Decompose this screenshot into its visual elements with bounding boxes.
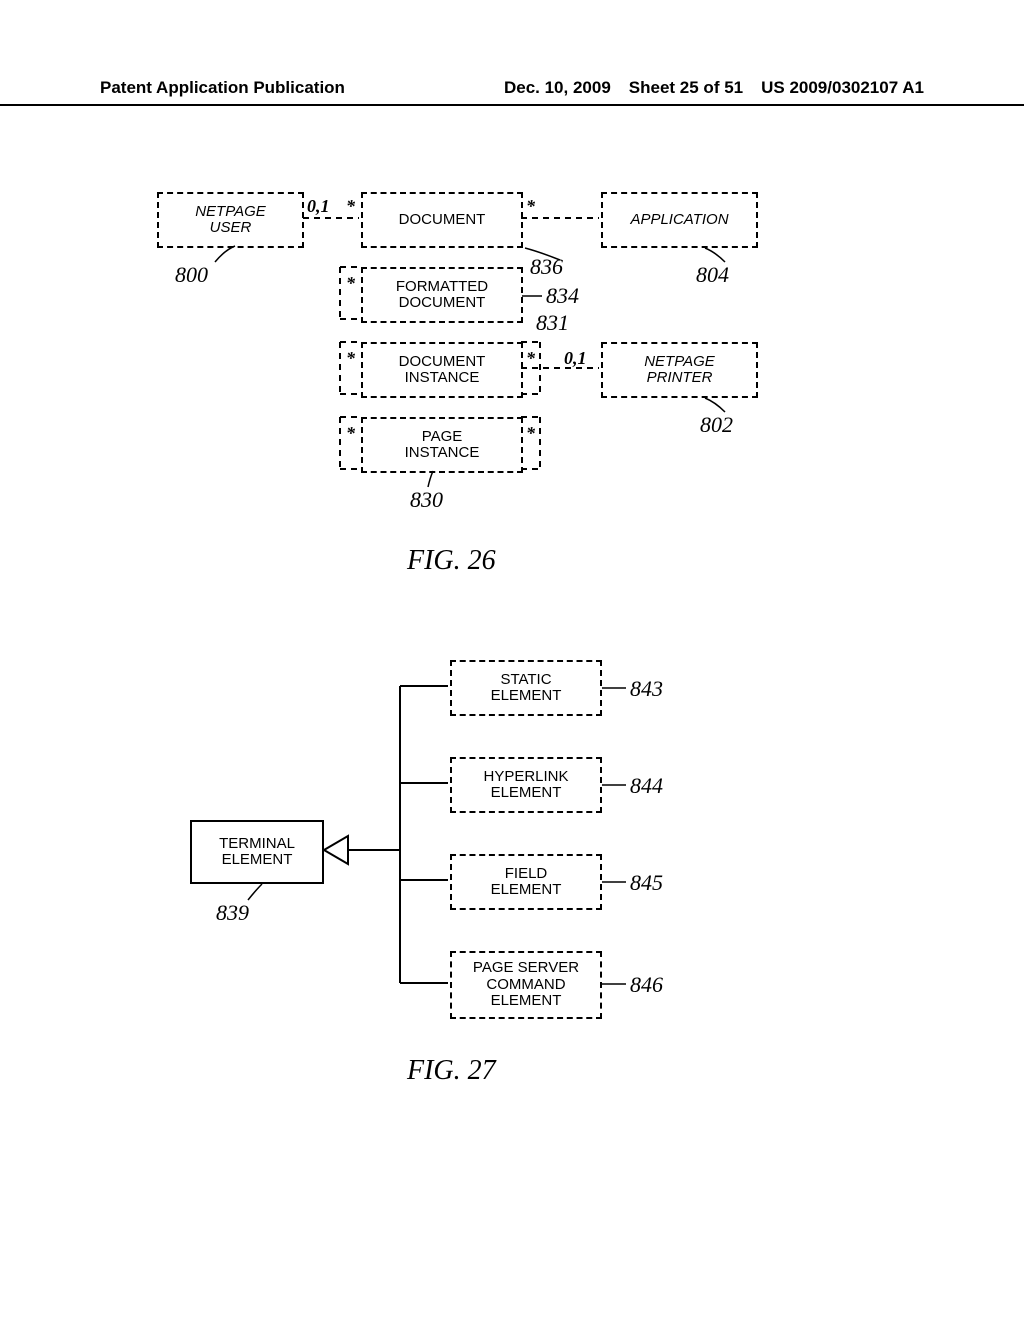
pageserver-l3: ELEMENT [491, 993, 562, 1010]
box-document: DOCUMENT [361, 192, 523, 248]
box-netpage-printer: NETPAGE PRINTER [601, 342, 758, 398]
hyperlink-l2: ELEMENT [491, 785, 562, 802]
ref-845: 845 [630, 870, 663, 896]
mult-user-doc-left: 0,1 [307, 196, 330, 217]
ref-800: 800 [175, 262, 208, 288]
diagram-area: NETPAGE USER DOCUMENT APPLICATION FORMAT… [0, 0, 1024, 1320]
printer-l1: NETPAGE [644, 354, 715, 371]
ref-834: 834 [546, 283, 579, 309]
docinst-l1: DOCUMENT [399, 354, 486, 371]
box-terminal-element: TERMINAL ELEMENT [190, 820, 324, 884]
pageserver-l1: PAGE SERVER [473, 960, 579, 977]
application-l1: APPLICATION [630, 212, 728, 229]
terminal-l1: TERMINAL [219, 836, 295, 853]
document-l1: DOCUMENT [399, 212, 486, 229]
fig26-label: FIG. 26 [407, 545, 496, 577]
box-netpage-user: NETPAGE USER [157, 192, 304, 248]
pageinst-l1: PAGE [422, 429, 463, 446]
ref-843: 843 [630, 676, 663, 702]
mult-inst-right-star: * [526, 348, 535, 369]
field-l2: ELEMENT [491, 882, 562, 899]
netpage-user-l1: NETPAGE [195, 204, 266, 221]
ref-844: 844 [630, 773, 663, 799]
box-field-element: FIELD ELEMENT [450, 854, 602, 910]
page: Patent Application Publication Dec. 10, … [0, 0, 1024, 1320]
ref-804: 804 [696, 262, 729, 288]
field-l1: FIELD [505, 866, 548, 883]
box-application: APPLICATION [601, 192, 758, 248]
pageserver-l2: COMMAND [486, 977, 565, 994]
fmtdoc-l1: FORMATTED [396, 279, 488, 296]
box-page-instance: PAGE INSTANCE [361, 417, 523, 473]
fig27-label: FIG. 27 [407, 1055, 496, 1087]
mult-page-right: * [526, 423, 535, 444]
static-l1: STATIC [500, 672, 551, 689]
ref-831: 831 [536, 310, 569, 336]
terminal-l2: ELEMENT [222, 852, 293, 869]
ref-802: 802 [700, 412, 733, 438]
fmtdoc-l2: DOCUMENT [399, 295, 486, 312]
mult-doc-app: * [526, 196, 535, 217]
printer-l2: PRINTER [647, 370, 713, 387]
static-l2: ELEMENT [491, 688, 562, 705]
ref-830: 830 [410, 487, 443, 513]
mult-fmt-left: * [346, 273, 355, 294]
box-hyperlink-element: HYPERLINK ELEMENT [450, 757, 602, 813]
docinst-l2: INSTANCE [405, 370, 480, 387]
box-formatted-document: FORMATTED DOCUMENT [361, 267, 523, 323]
pageinst-l2: INSTANCE [405, 445, 480, 462]
mult-inst-right-card: 0,1 [564, 348, 587, 369]
netpage-user-l2: USER [210, 220, 252, 237]
ref-839: 839 [216, 900, 249, 926]
mult-user-doc-right: * [346, 196, 355, 217]
mult-inst-left: * [346, 348, 355, 369]
box-document-instance: DOCUMENT INSTANCE [361, 342, 523, 398]
mult-page-left: * [346, 423, 355, 444]
ref-846: 846 [630, 972, 663, 998]
hyperlink-l1: HYPERLINK [483, 769, 568, 786]
box-static-element: STATIC ELEMENT [450, 660, 602, 716]
ref-836: 836 [530, 254, 563, 280]
box-page-server-element: PAGE SERVER COMMAND ELEMENT [450, 951, 602, 1019]
